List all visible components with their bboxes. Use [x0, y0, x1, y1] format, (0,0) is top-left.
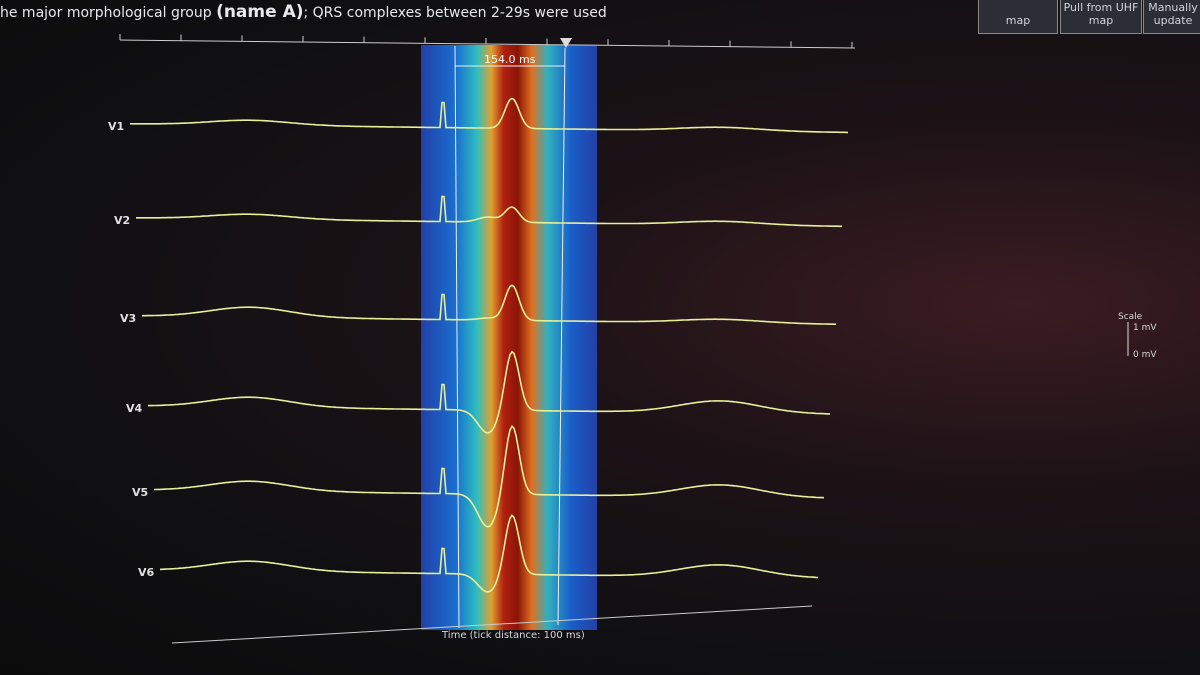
lead-label: V4	[126, 402, 143, 415]
cursor-line	[557, 47, 566, 626]
lead-label: V6	[138, 566, 155, 579]
scale-title: Scale	[1118, 312, 1143, 322]
time-axis-label: Time (tick distance: 100 ms)	[442, 630, 585, 641]
ecg-trace	[154, 424, 825, 528]
ecg-trace	[148, 350, 830, 434]
cursor-line	[454, 45, 460, 629]
lead-label: V5	[132, 486, 149, 499]
title: he major morphological group (name A); Q…	[0, 2, 607, 22]
interval-label: 154.0 ms	[484, 53, 536, 66]
lead-label: V3	[120, 312, 137, 325]
title-bold: (name A)	[216, 2, 304, 22]
scale-top: 1 mV	[1133, 323, 1157, 333]
ticks	[119, 34, 853, 48]
marker	[560, 38, 572, 48]
ecg-trace	[129, 97, 848, 134]
button[interactable]: Manually update	[1143, 0, 1200, 34]
title-text: ; QRS complexes between 2-29s were used	[303, 5, 607, 21]
ecg-trace	[159, 514, 819, 593]
ecg-trace	[136, 195, 842, 228]
button[interactable]: Pull from UHF map	[1060, 0, 1142, 34]
time-axis	[171, 605, 813, 644]
heatmap	[421, 45, 597, 630]
lead-label: V1	[108, 120, 125, 133]
title-text: he major morphological group	[0, 5, 212, 21]
traces	[129, 97, 848, 593]
button[interactable]: map	[978, 0, 1058, 34]
lead-label: V2	[114, 214, 131, 227]
top-ruler	[119, 39, 856, 49]
ecg-trace	[142, 284, 836, 325]
scale-bottom: 0 mV	[1133, 350, 1157, 360]
